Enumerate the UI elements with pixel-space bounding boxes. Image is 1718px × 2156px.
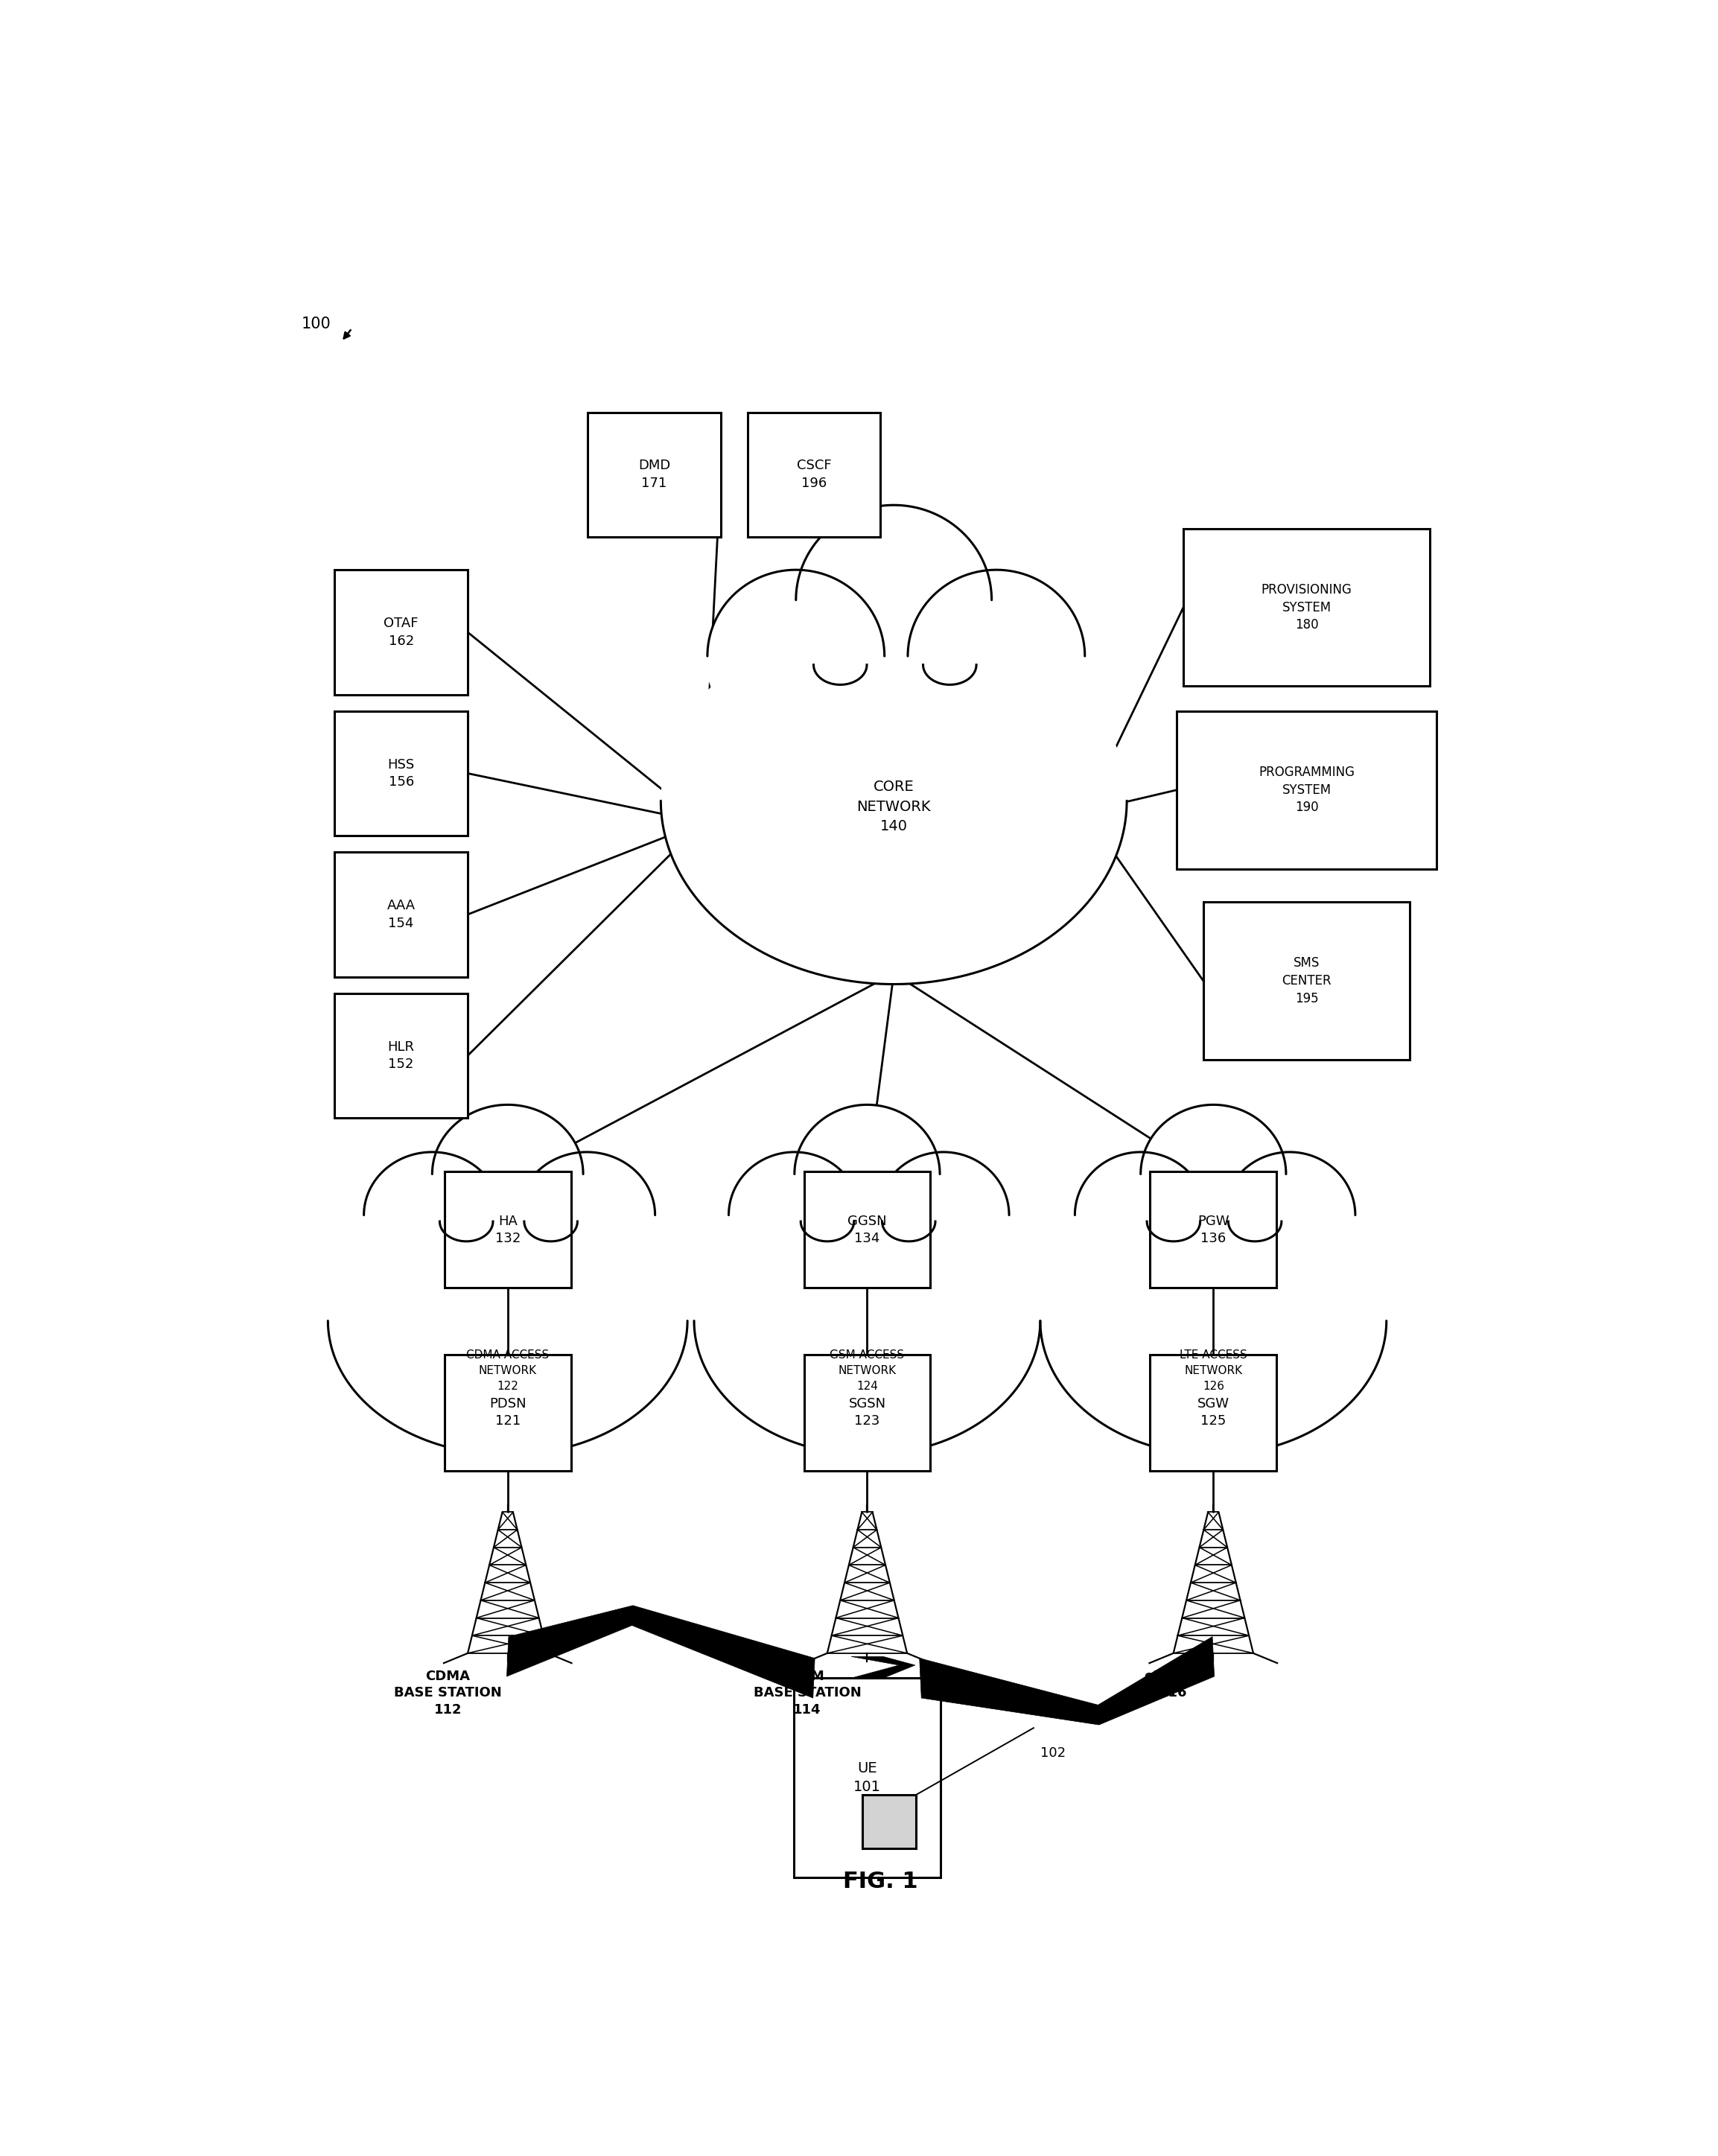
Text: eNodeB
116: eNodeB 116: [1144, 1669, 1203, 1699]
Text: PDSN
121: PDSN 121: [490, 1397, 526, 1427]
FancyBboxPatch shape: [794, 1677, 940, 1878]
Ellipse shape: [433, 1104, 582, 1244]
Text: UE
101: UE 101: [854, 1761, 881, 1794]
Text: CDMA ACCESS
NETWORK
122: CDMA ACCESS NETWORK 122: [466, 1350, 550, 1393]
Text: GSM ACCESS
NETWORK
124: GSM ACCESS NETWORK 124: [830, 1350, 904, 1393]
Polygon shape: [507, 1606, 814, 1699]
Text: SGSN
123: SGSN 123: [849, 1397, 886, 1427]
Ellipse shape: [708, 569, 885, 742]
Text: GGSN
134: GGSN 134: [847, 1214, 886, 1246]
Text: GSM
BASE STATION
114: GSM BASE STATION 114: [754, 1669, 861, 1716]
FancyBboxPatch shape: [747, 412, 881, 537]
FancyBboxPatch shape: [1149, 1354, 1276, 1470]
Ellipse shape: [328, 1186, 687, 1455]
Ellipse shape: [878, 1151, 1008, 1279]
Ellipse shape: [907, 569, 1084, 742]
FancyBboxPatch shape: [1149, 1173, 1276, 1287]
FancyBboxPatch shape: [804, 1173, 931, 1287]
Polygon shape: [919, 1636, 1215, 1725]
Text: 102: 102: [1041, 1746, 1065, 1759]
Text: FIG. 1: FIG. 1: [844, 1871, 917, 1893]
FancyBboxPatch shape: [1177, 711, 1436, 869]
FancyBboxPatch shape: [1203, 901, 1410, 1061]
FancyBboxPatch shape: [445, 1173, 570, 1287]
Ellipse shape: [1075, 1151, 1206, 1279]
Ellipse shape: [519, 1151, 655, 1279]
Ellipse shape: [728, 1151, 861, 1279]
FancyBboxPatch shape: [335, 852, 467, 977]
FancyBboxPatch shape: [588, 412, 722, 537]
FancyBboxPatch shape: [335, 994, 467, 1117]
Text: PGW
136: PGW 136: [1197, 1214, 1228, 1246]
FancyBboxPatch shape: [1184, 528, 1429, 686]
Text: PROGRAMMING
SYSTEM
190: PROGRAMMING SYSTEM 190: [1259, 765, 1354, 815]
Text: PROVISIONING
SYSTEM
180: PROVISIONING SYSTEM 180: [1261, 582, 1352, 632]
Text: SMS
CENTER
195: SMS CENTER 195: [1282, 957, 1331, 1005]
Text: LTE ACCESS
NETWORK
126: LTE ACCESS NETWORK 126: [1180, 1350, 1247, 1393]
FancyBboxPatch shape: [862, 1796, 916, 1848]
FancyBboxPatch shape: [335, 711, 467, 837]
Text: OTAF
162: OTAF 162: [383, 617, 419, 647]
Text: HSS
156: HSS 156: [388, 759, 414, 789]
Ellipse shape: [795, 505, 991, 694]
Ellipse shape: [1141, 1104, 1287, 1244]
Text: DMD
171: DMD 171: [637, 459, 670, 489]
Ellipse shape: [364, 1151, 500, 1279]
Text: CDMA
BASE STATION
112: CDMA BASE STATION 112: [393, 1669, 502, 1716]
Text: UICC: UICC: [1041, 1705, 1072, 1718]
Text: HA
132: HA 132: [495, 1214, 521, 1246]
Text: SGW
125: SGW 125: [1197, 1397, 1230, 1427]
Text: AAA
154: AAA 154: [387, 899, 416, 929]
Ellipse shape: [1223, 1151, 1356, 1279]
FancyBboxPatch shape: [804, 1354, 931, 1470]
FancyBboxPatch shape: [335, 569, 467, 694]
Ellipse shape: [694, 1186, 1041, 1455]
FancyBboxPatch shape: [445, 1354, 570, 1470]
Text: CSCF
196: CSCF 196: [797, 459, 832, 489]
Text: 100: 100: [301, 317, 332, 332]
Text: HLR
152: HLR 152: [388, 1039, 414, 1072]
Polygon shape: [850, 1656, 916, 1677]
Ellipse shape: [794, 1104, 940, 1244]
Ellipse shape: [661, 617, 1127, 983]
Ellipse shape: [1041, 1186, 1386, 1455]
Text: CORE
NETWORK
140: CORE NETWORK 140: [857, 780, 931, 834]
